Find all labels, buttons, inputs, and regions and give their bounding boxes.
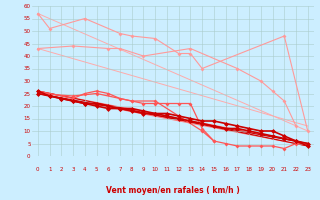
X-axis label: Vent moyen/en rafales ( km/h ): Vent moyen/en rafales ( km/h ) — [106, 186, 240, 195]
